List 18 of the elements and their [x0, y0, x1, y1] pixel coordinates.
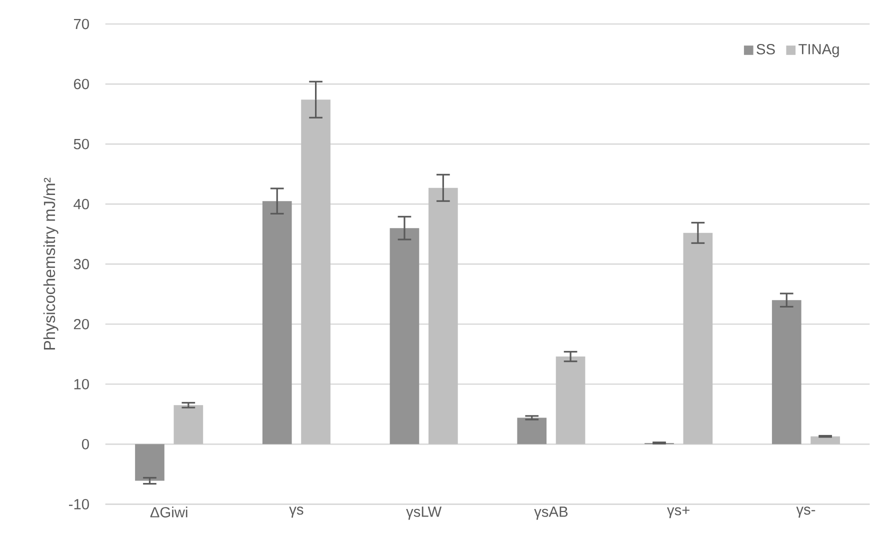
x-tick-label: γs- — [796, 506, 816, 518]
x-tick-label: γsAB — [534, 506, 568, 520]
y-axis-title: Physicochemsitry mJ/m² — [43, 178, 58, 350]
y-tick-label: 0 — [82, 439, 89, 450]
y-tick-label: 40 — [74, 199, 89, 210]
x-tick-label: ΔGiwi — [150, 506, 188, 518]
x-tick-label: γsLW — [406, 506, 442, 520]
y-tick-label: 30 — [74, 259, 89, 270]
y-tick-label: 50 — [74, 139, 89, 150]
legend-label: TINAg — [798, 44, 839, 58]
y-tick-label: 10 — [74, 379, 89, 390]
y-tick-label: -10 — [68, 499, 89, 510]
x-tick-label: γs+ — [667, 506, 690, 518]
y-tick-label: 60 — [74, 79, 89, 90]
x-tick-label: γs — [289, 506, 304, 518]
y-tick-label: 70 — [74, 19, 89, 30]
y-tick-label: 20 — [74, 319, 89, 330]
legend-label: SS — [756, 44, 775, 55]
